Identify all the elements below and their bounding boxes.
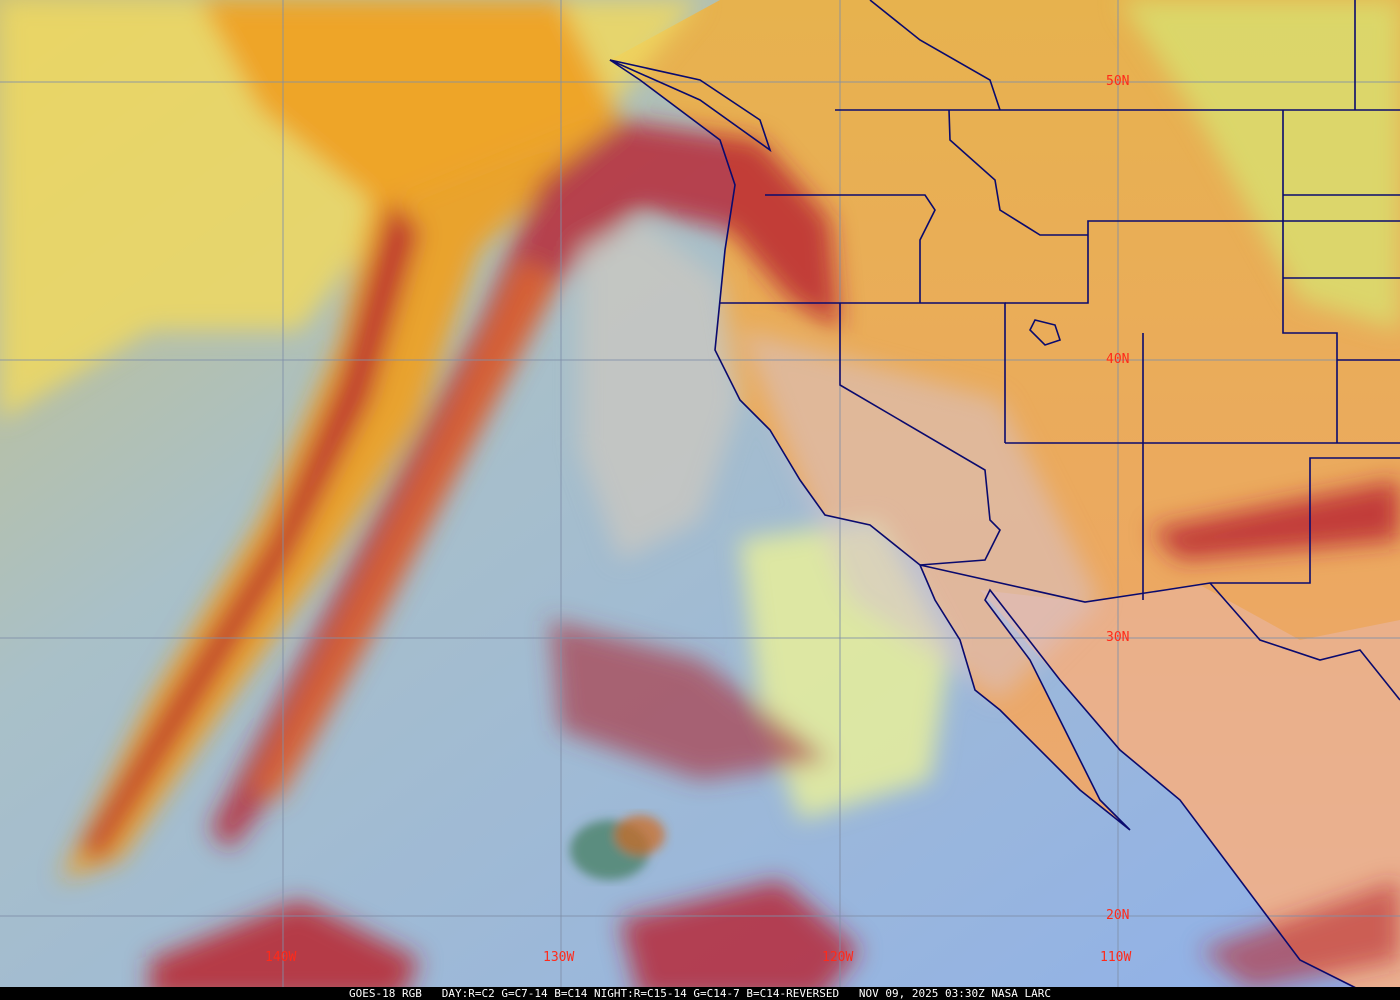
lat-label-30n: 30N [1106,630,1129,645]
image-caption: GOES-18 RGB DAY:R=C2 G=C7-14 B=C14 NIGHT… [0,987,1400,1000]
lon-label-140w: 140W [265,950,296,965]
lat-label-50n: 50N [1106,74,1129,89]
coastlines-and-borders [609,0,1400,991]
lon-label-110w: 110W [1100,950,1131,965]
lat-label-40n: 40N [1106,352,1129,367]
lon-label-130w: 130W [543,950,574,965]
lat-label-20n: 20N [1106,908,1129,923]
mexico-west-land [980,585,1400,1000]
longitude-labels: 140W 130W 120W 110W [265,950,1131,965]
convective-cells [570,815,665,880]
lon-label-120w: 120W [822,950,853,965]
latitude-labels: 50N 40N 30N 20N [1106,74,1129,923]
